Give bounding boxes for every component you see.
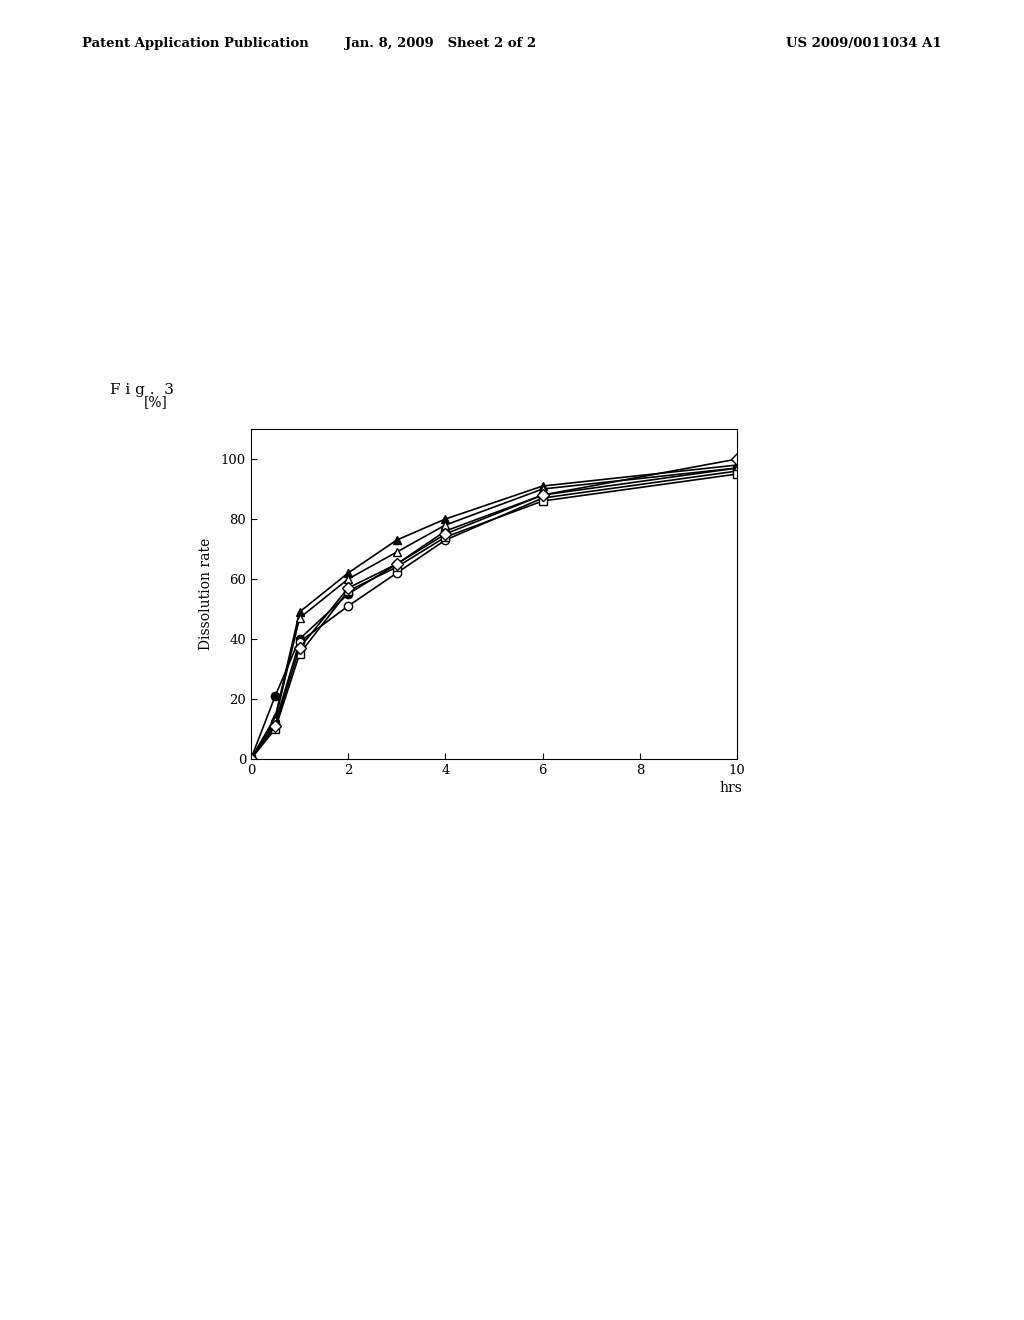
Text: US 2009/0011034 A1: US 2009/0011034 A1 — [786, 37, 942, 50]
Text: Jan. 8, 2009   Sheet 2 of 2: Jan. 8, 2009 Sheet 2 of 2 — [345, 37, 536, 50]
Text: Patent Application Publication: Patent Application Publication — [82, 37, 308, 50]
Y-axis label: Dissolution rate: Dissolution rate — [199, 537, 213, 651]
Text: F i g .  3: F i g . 3 — [110, 383, 173, 397]
Text: [%]: [%] — [143, 395, 168, 409]
Text: hrs: hrs — [720, 781, 742, 796]
